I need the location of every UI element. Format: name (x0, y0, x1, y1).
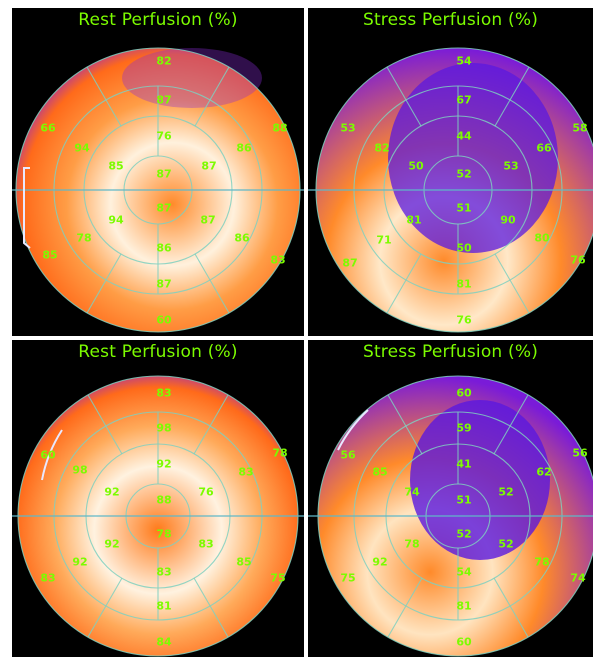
segment-value: 58 (572, 122, 587, 135)
segment-value: 87 (200, 214, 215, 227)
segment-value: 87 (342, 257, 357, 270)
segment-value: 60 (456, 636, 472, 649)
segment-value: 92 (72, 556, 87, 569)
segment-value: 92 (372, 556, 387, 569)
segment-value: 78 (76, 232, 91, 245)
segment-value: 83 (198, 538, 213, 551)
segment-value: 81 (456, 600, 471, 613)
polar-map: 60 56 74 60 75 56 59 62 78 81 92 85 41 5… (308, 375, 593, 657)
segment-value: 85 (42, 249, 57, 262)
segment-value: 82 (374, 142, 389, 155)
segment-value: 60 (456, 387, 472, 400)
segment-value: 94 (108, 214, 124, 227)
segment-value: 75 (340, 572, 355, 585)
segment-value: 52 (498, 538, 513, 551)
segment-value: 78 (404, 538, 419, 551)
segment-value: 76 (456, 314, 472, 327)
segment-value: 88 (272, 122, 287, 135)
segment-value: 60 (40, 449, 56, 462)
segment-value: 52 (456, 528, 471, 541)
polar-map: 82 88 83 60 85 66 87 86 86 87 78 94 76 8… (12, 47, 304, 333)
segment-value: 56 (572, 447, 588, 460)
segment-value: 76 (198, 486, 214, 499)
segment-value: 76 (570, 254, 586, 267)
segment-value: 98 (156, 422, 171, 435)
segment-value: 59 (456, 422, 471, 435)
segment-value: 71 (376, 234, 391, 247)
segment-value: 90 (500, 214, 516, 227)
segment-value: 83 (270, 254, 285, 267)
segment-value: 84 (156, 636, 172, 649)
segment-value: 83 (40, 572, 55, 585)
segment-value: 81 (406, 214, 421, 227)
panel-stress-top: Stress Perfusion (%) 54 58 76 76 87 53 6… (308, 8, 593, 336)
segment-value: 66 (40, 122, 56, 135)
segment-value: 75 (270, 572, 285, 585)
polar-map: 54 58 76 76 87 53 67 66 80 81 71 82 44 5… (308, 47, 593, 333)
segment-value: 92 (104, 538, 119, 551)
segment-value: 51 (456, 202, 471, 215)
segment-value: 44 (456, 130, 472, 143)
segment-value: 62 (536, 466, 551, 479)
segment-value: 83 (156, 566, 171, 579)
segment-value: 52 (498, 486, 513, 499)
segment-value: 78 (534, 556, 549, 569)
segment-value: 87 (201, 160, 216, 173)
segment-value: 50 (408, 160, 424, 173)
segment-value: 81 (156, 600, 171, 613)
segment-value: 76 (156, 130, 172, 143)
segment-value: 87 (156, 278, 171, 291)
segment-value: 80 (534, 232, 550, 245)
panel-title: Rest Perfusion (%) (78, 342, 238, 362)
segment-value: 86 (156, 242, 172, 255)
panel-title: Rest Perfusion (%) (78, 10, 238, 30)
segment-value: 53 (503, 160, 518, 173)
segment-value: 54 (456, 566, 472, 579)
segment-value: 41 (456, 458, 471, 471)
segment-value: 87 (156, 94, 171, 107)
panel-divider (304, 340, 308, 657)
segment-value: 60 (156, 314, 172, 327)
segment-value: 87 (156, 168, 171, 181)
segment-value: 78 (156, 528, 171, 541)
segment-value: 81 (456, 278, 471, 291)
segment-value: 92 (156, 458, 171, 471)
segment-value: 83 (238, 466, 253, 479)
segment-value: 86 (236, 142, 252, 155)
segment-value: 52 (456, 168, 471, 181)
segment-value: 78 (272, 447, 287, 460)
segment-value: 87 (156, 202, 171, 215)
segment-value: 92 (104, 486, 119, 499)
panel-rest-bottom: Rest Perfusion (%) 83 78 75 84 83 60 (12, 340, 304, 657)
panel-rest-top: Rest Perfusion (%) 82 88 83 60 85 (12, 8, 304, 336)
panel-stress-bottom: Stress Perfusion (%) 60 56 74 60 75 56 (308, 340, 593, 657)
segment-value: 86 (234, 232, 250, 245)
segment-value: 83 (156, 387, 171, 400)
segment-value: 54 (456, 55, 472, 68)
segment-value: 67 (456, 94, 471, 107)
segment-value: 50 (456, 242, 472, 255)
segment-value: 51 (456, 494, 471, 507)
segment-value: 85 (236, 556, 251, 569)
segment-value: 85 (108, 160, 123, 173)
segment-value: 94 (74, 142, 90, 155)
segment-value: 98 (72, 464, 87, 477)
segment-value: 53 (340, 122, 355, 135)
segment-value: 74 (570, 572, 586, 585)
panel-title: Stress Perfusion (%) (362, 10, 539, 30)
polar-map: 83 78 75 84 83 60 98 83 85 81 92 98 92 7… (12, 375, 304, 657)
segment-value: 88 (156, 494, 171, 507)
segment-value: 74 (404, 486, 420, 499)
panel-title: Stress Perfusion (%) (362, 342, 539, 362)
segment-value: 85 (372, 466, 387, 479)
segment-value: 82 (156, 55, 171, 68)
segment-value: 66 (536, 142, 552, 155)
segment-value: 56 (340, 449, 356, 462)
